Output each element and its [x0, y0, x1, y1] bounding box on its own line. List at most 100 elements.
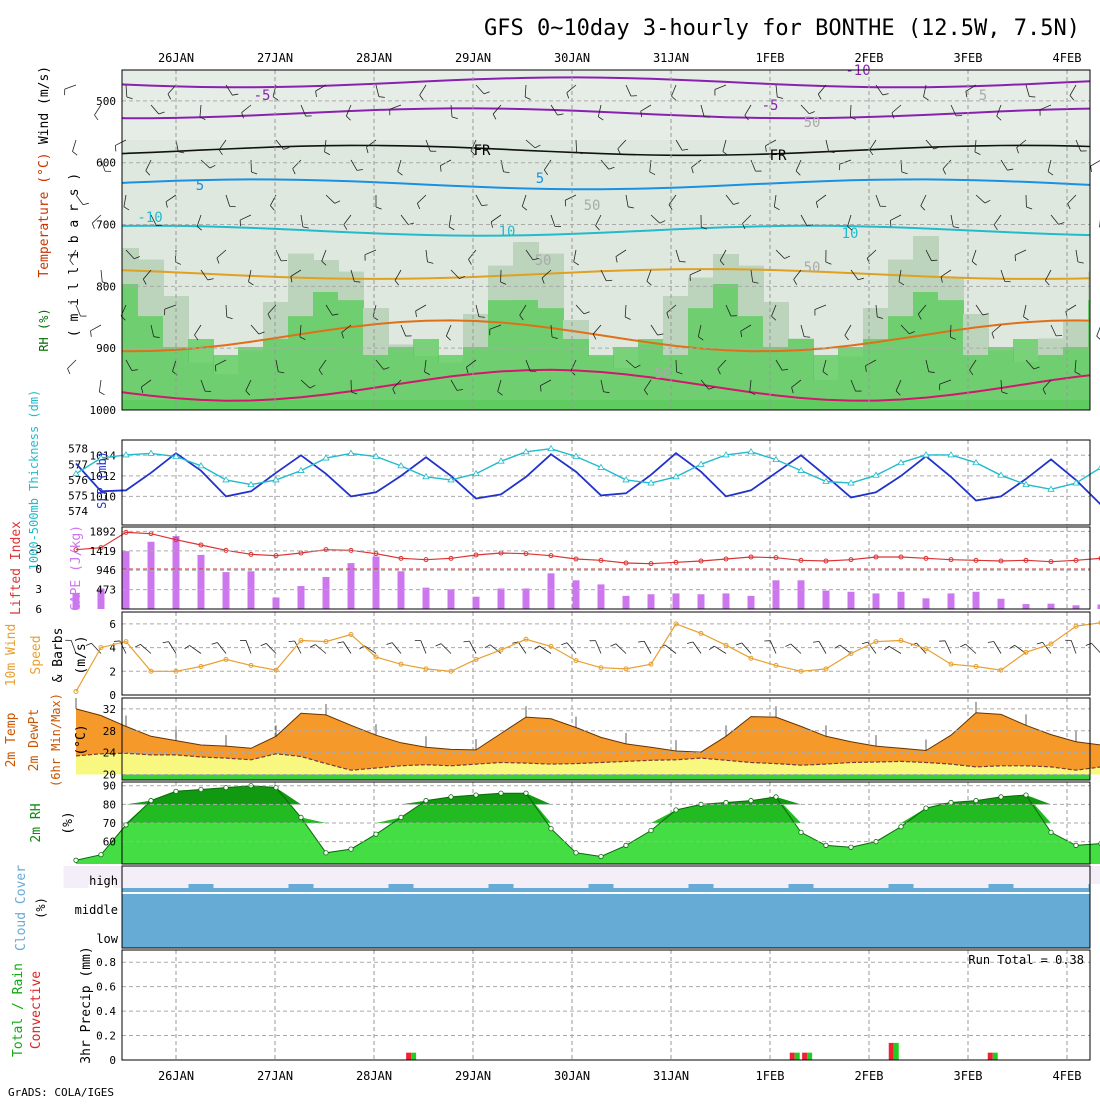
pressure-tick: 900 — [96, 342, 116, 355]
wind-speed-marker — [74, 689, 78, 693]
temp-tick: 32 — [103, 703, 116, 716]
wind-speed-line — [76, 623, 1100, 692]
cloud-high-clear — [314, 866, 339, 888]
contour-label: 5 — [979, 88, 987, 104]
wind-barb — [140, 644, 151, 653]
rh2m-marker — [1074, 843, 1078, 847]
wind-barb-flag — [289, 641, 295, 642]
wind-barb-flag — [135, 644, 140, 647]
wind-barb — [1091, 643, 1100, 653]
cloud-high-clear — [389, 866, 414, 884]
cape-bar — [673, 593, 680, 609]
panel-frame — [122, 440, 1090, 525]
thickness-marker — [748, 449, 754, 454]
rh2m-area-top — [76, 786, 1100, 805]
wind-barb — [966, 644, 976, 653]
cape-bar — [223, 572, 230, 609]
cape-bar — [723, 593, 730, 609]
panel-frame — [122, 527, 1090, 609]
rh2m-marker — [574, 851, 578, 855]
wind-barb-flag — [785, 644, 790, 647]
wind-barb-flag — [1091, 166, 1092, 172]
rh2m-marker — [549, 826, 553, 830]
wind-barb-flag — [1086, 643, 1092, 645]
thickness-tick: 574 — [68, 505, 88, 518]
rh2m-marker — [424, 798, 428, 802]
wind-barb-flag — [261, 643, 267, 645]
contour-label: 50 — [655, 366, 672, 382]
date-label-bottom: 28JAN — [356, 1069, 392, 1083]
cloud-high-clear — [839, 866, 864, 888]
rh2m-tick: 80 — [103, 798, 116, 811]
cloud-high-clear — [464, 866, 489, 888]
rh-cell-high — [713, 284, 739, 410]
wind-barb-flag — [94, 115, 98, 120]
cloud-high-clear — [564, 866, 589, 888]
rh2m-marker — [149, 798, 153, 802]
cape-bar — [798, 580, 805, 609]
cloud-high-clear — [889, 866, 914, 884]
rh2m-marker — [899, 825, 903, 829]
date-label-top: 4FEB — [1053, 51, 1082, 65]
precip-bar-convective — [802, 1053, 807, 1060]
rh2m-marker — [799, 830, 803, 834]
cape-bar — [323, 577, 330, 609]
cloud-high-clear — [589, 866, 614, 884]
rh2m-marker — [749, 798, 753, 802]
cape-bar — [1048, 604, 1055, 609]
rh-cell-high — [538, 308, 564, 410]
precip-total-axis-label: Total / Rain — [11, 963, 26, 1057]
precip-bar-convective — [889, 1043, 894, 1060]
cape-bar — [973, 592, 980, 609]
wind-barb-flag — [72, 151, 77, 155]
rh2m-marker — [399, 815, 403, 819]
rh2m-marker — [99, 852, 103, 856]
date-label-top: 26JAN — [158, 51, 194, 65]
cape-bar — [548, 573, 555, 609]
precip-bar-total — [894, 1043, 899, 1060]
date-label-top: 1FEB — [756, 51, 785, 65]
wind10m-axis-label: 10m Wind — [4, 624, 19, 687]
wind-barb — [246, 640, 251, 653]
rh2m-tick: 60 — [103, 836, 116, 849]
rh2m-marker — [499, 791, 503, 795]
cape-bar — [523, 589, 530, 610]
rh2m-marker — [349, 847, 353, 851]
date-label-bottom: 26JAN — [158, 1069, 194, 1083]
cloud-high-clear — [364, 866, 389, 888]
cloud-high-clear — [989, 866, 1014, 884]
cloud-high-clear — [639, 866, 664, 888]
wind-tick: 6 — [109, 618, 116, 631]
wind-barb-flag — [960, 644, 965, 647]
rh2m-marker — [674, 808, 678, 812]
wind-barb-flag — [687, 642, 693, 643]
cape-bar — [898, 592, 905, 609]
wind-barb-flag — [463, 641, 469, 642]
rh2m-unit-label: (%) — [61, 811, 76, 834]
li-tick: -3 — [29, 543, 42, 556]
date-label-top: 28JAN — [356, 51, 392, 65]
date-label-top: 31JAN — [653, 51, 689, 65]
temp-tick: 28 — [103, 725, 116, 738]
cloud-level-label: low — [96, 932, 118, 946]
date-label-top: 27JAN — [257, 51, 293, 65]
pressure-tick: 800 — [96, 280, 116, 293]
rh2m-marker — [999, 795, 1003, 799]
rh-cell-dry — [122, 70, 1090, 140]
cloud-high-clear — [939, 866, 964, 888]
rh2m-axis-label: 2m RH — [29, 803, 44, 842]
minmax-axis-label: (6hr Min/Max) — [49, 693, 63, 787]
cape-bar — [1073, 605, 1080, 609]
cape-bar — [773, 580, 780, 609]
contour-label: FR — [770, 148, 787, 164]
pressure-tick: 1000 — [90, 404, 117, 417]
contour-label: 50 — [804, 115, 821, 131]
cape-tick: 1419 — [90, 545, 117, 558]
precip-bar-total — [795, 1053, 800, 1060]
wind-tick: 0 — [109, 689, 116, 702]
wind-barb — [742, 643, 751, 654]
